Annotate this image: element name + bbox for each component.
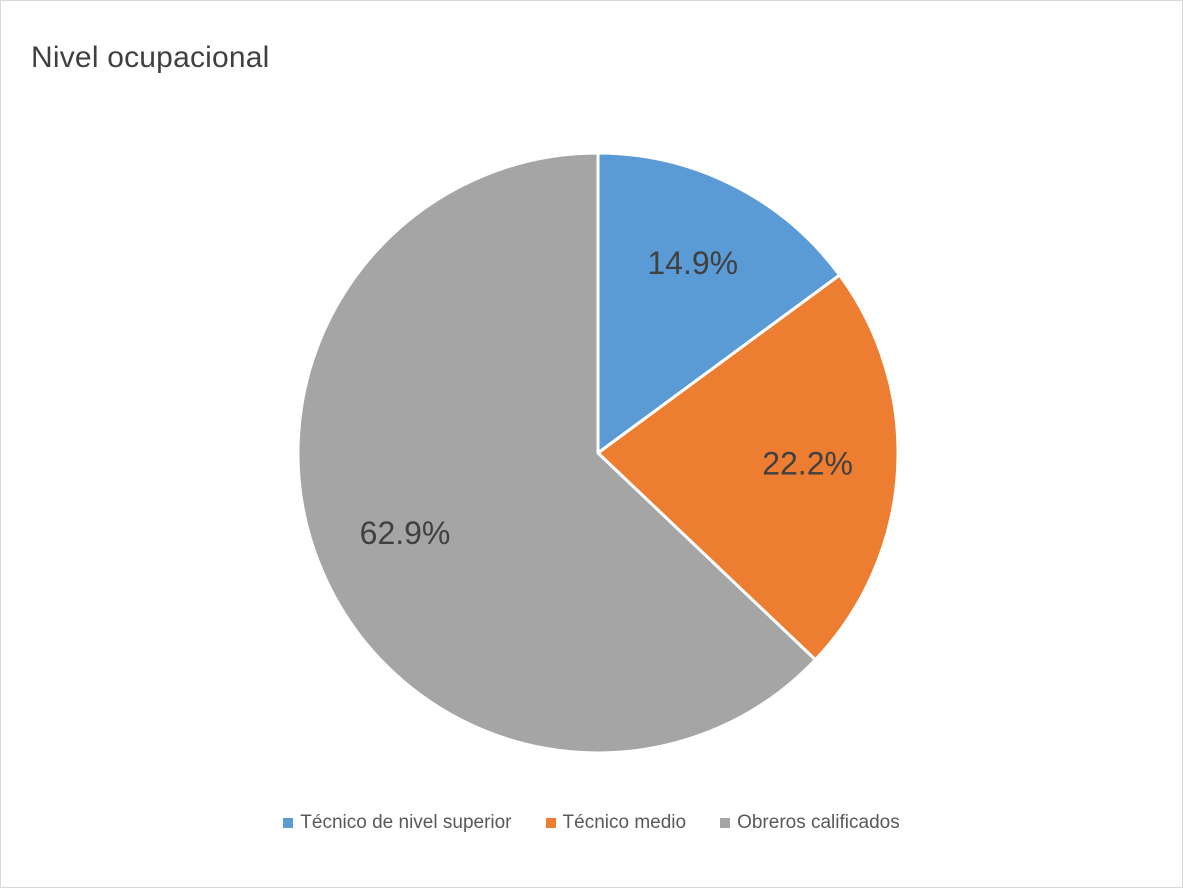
legend-label-1: Técnico medio (562, 812, 687, 833)
data-label-1: 22.2% (762, 446, 853, 482)
legend-swatch-1 (545, 818, 556, 828)
legend-item: Técnico medio (545, 812, 687, 834)
legend-label-2: Obreros calificados (737, 812, 900, 833)
legend-item: Técnico de nivel superior (283, 812, 512, 834)
legend-label-0: Técnico de nivel superior (300, 812, 512, 833)
chart-legend: Técnico de nivel superior Técnico medio … (0, 812, 1183, 834)
data-label-2: 62.9% (360, 515, 451, 551)
data-label-0: 14.9% (647, 245, 738, 281)
legend-swatch-0 (283, 818, 294, 828)
chart-title: Nivel ocupacional (31, 41, 270, 74)
legend-swatch-2 (720, 818, 731, 828)
pie-slice-1 (596, 273, 900, 662)
pie-slice-2 (296, 151, 817, 755)
pie-slice-0 (596, 151, 842, 455)
legend-item: Obreros calificados (720, 812, 900, 834)
